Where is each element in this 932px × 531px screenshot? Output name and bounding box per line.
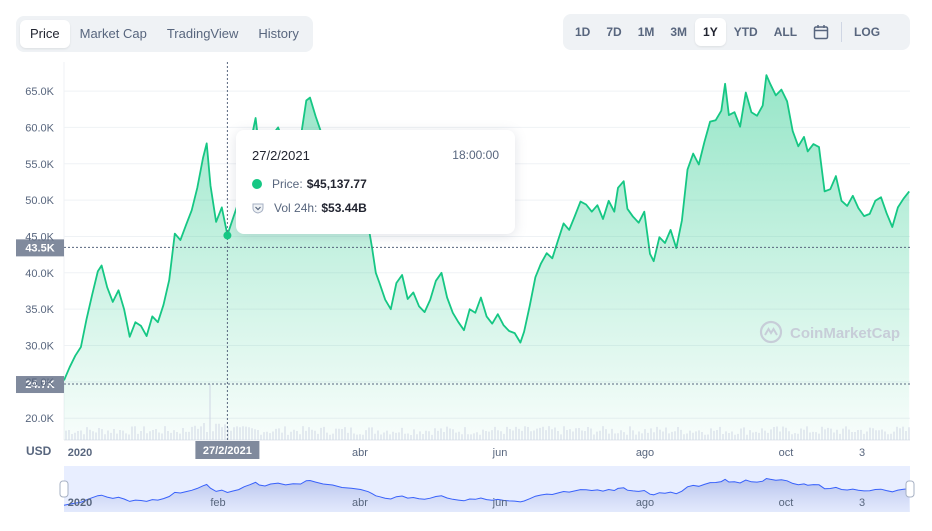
navigator-right-handle[interactable]	[905, 480, 915, 498]
x-tick-label: abr	[352, 447, 368, 459]
price-dot-icon	[252, 179, 262, 189]
range-7d-button[interactable]: 7D	[606, 25, 622, 39]
watermark-text: CoinMarketCap	[790, 325, 900, 342]
crosshair-y-label-bg	[16, 239, 64, 257]
y-tick-label: 20.0K	[25, 413, 54, 425]
x-tick-label: oct	[779, 447, 794, 459]
tooltip-date: 27/2/2021	[252, 148, 310, 163]
range-ytd-button[interactable]: YTD	[733, 25, 758, 39]
tooltip-time: 18:00:00	[452, 148, 499, 162]
y-tick-label: 55.0K	[25, 159, 54, 171]
navigator-bg	[64, 466, 910, 512]
crosshair-overlay: 43.5K 24.7K 27/2/2021	[16, 62, 910, 459]
x-tick-label: ago	[636, 447, 654, 459]
navigator-area	[64, 478, 910, 512]
y-tick-label: 40.0K	[25, 268, 54, 280]
price-tooltip: 27/2/2021 18:00:00 Price: $45,137.77 Vol…	[236, 130, 515, 234]
tooltip-price-value: $45,137.77	[306, 177, 367, 191]
y-tick-label: 45.0K	[25, 231, 54, 243]
grid-lines	[63, 62, 910, 441]
coinmarketcap-watermark: CoinMarketCap	[759, 320, 900, 344]
navigator-left-handle[interactable]	[59, 480, 69, 498]
navigator-tick-label: abr	[352, 497, 368, 509]
y-tick-label: 30.0K	[25, 341, 54, 353]
y-tick-label: 35.0K	[25, 304, 54, 316]
chart-type-tabs: Price Market Cap TradingView History	[16, 16, 313, 52]
x-tick-label: 2020	[68, 447, 92, 459]
range-1m-button[interactable]: 1M	[637, 25, 655, 39]
navigator-tick-label: feb	[210, 497, 225, 509]
tab-tradingview[interactable]: TradingView	[166, 26, 239, 41]
min-price-label: 24.7K	[25, 379, 54, 391]
hover-point	[223, 231, 232, 240]
x-tick-label: 3	[859, 447, 865, 459]
min-price-label-bg	[16, 376, 64, 394]
divider	[841, 22, 843, 42]
range-3m-button[interactable]: 3M	[670, 25, 688, 39]
range-all-button[interactable]: ALL	[773, 25, 798, 39]
navigator-line	[63, 477, 910, 506]
tooltip-volume-row: Vol 24h: $53.44B	[252, 201, 367, 215]
navigator-tick-label: jun	[492, 497, 508, 509]
crosshair-x-label-bg	[195, 441, 260, 459]
tab-price[interactable]: Price	[20, 20, 70, 48]
x-tick-label: jun	[492, 447, 508, 459]
y-tick-label: 25.0K	[25, 377, 54, 389]
volume-bars	[65, 384, 910, 440]
navigator-tick-label: ago	[636, 497, 654, 509]
y-tick-label: 60.0K	[25, 122, 54, 134]
navigator-tick-label: 3	[859, 497, 865, 509]
tab-market-cap[interactable]: Market Cap	[79, 26, 147, 41]
currency-label: USD	[26, 444, 52, 458]
crosshair-y-label: 43.5K	[25, 242, 54, 254]
y-tick-label: 65.0K	[25, 86, 54, 98]
tooltip-price-label: Price:	[272, 177, 303, 191]
tooltip-volume-value: $53.44B	[321, 201, 367, 215]
calendar-icon[interactable]	[805, 18, 837, 46]
range-1d-button[interactable]: 1D	[575, 25, 591, 39]
tooltip-volume-label: Vol 24h:	[274, 201, 318, 215]
volume-shield-icon	[252, 203, 264, 214]
time-range-selector: 1D 7D 1M 3M 1Y YTD ALL LOG	[563, 14, 910, 50]
tab-history[interactable]: History	[258, 26, 299, 41]
crosshair-x-label: 27/2/2021	[203, 445, 252, 457]
range-1y-button[interactable]: 1Y	[695, 18, 726, 46]
y-tick-label: 50.0K	[25, 195, 54, 207]
navigator-tick-label: 2020	[68, 497, 92, 509]
tooltip-price-row: Price: $45,137.77	[252, 177, 367, 191]
range-navigator: 2020 feb abr jun ago oct 3	[59, 466, 915, 512]
navigator-tick-label: oct	[779, 497, 794, 509]
log-scale-button[interactable]: LOG	[854, 25, 881, 39]
